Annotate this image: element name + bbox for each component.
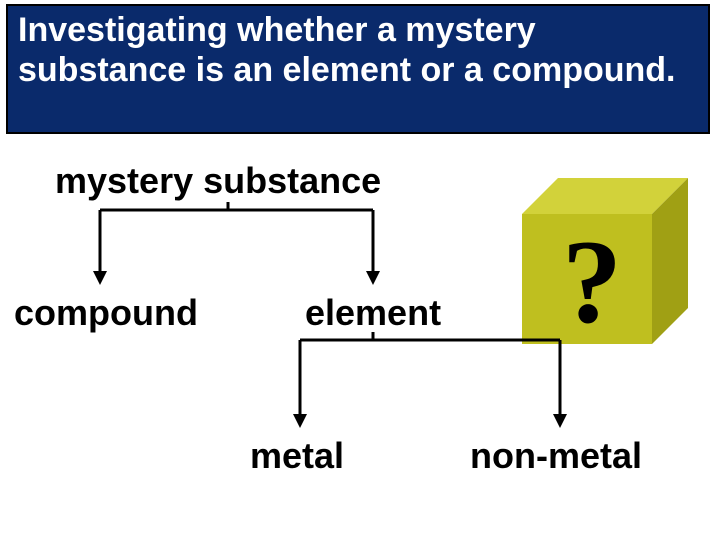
- question-mark-icon: ?: [562, 222, 622, 342]
- node-metal: metal: [250, 435, 344, 477]
- node-root: mystery substance: [55, 160, 381, 202]
- title-text: Investigating whether a mystery substanc…: [18, 10, 702, 90]
- node-nonmetal: non-metal: [470, 435, 642, 477]
- node-compound: compound: [14, 292, 198, 334]
- node-element: element: [305, 292, 441, 334]
- title-box: Investigating whether a mystery substanc…: [6, 4, 710, 134]
- mystery-cube: ?: [522, 178, 688, 344]
